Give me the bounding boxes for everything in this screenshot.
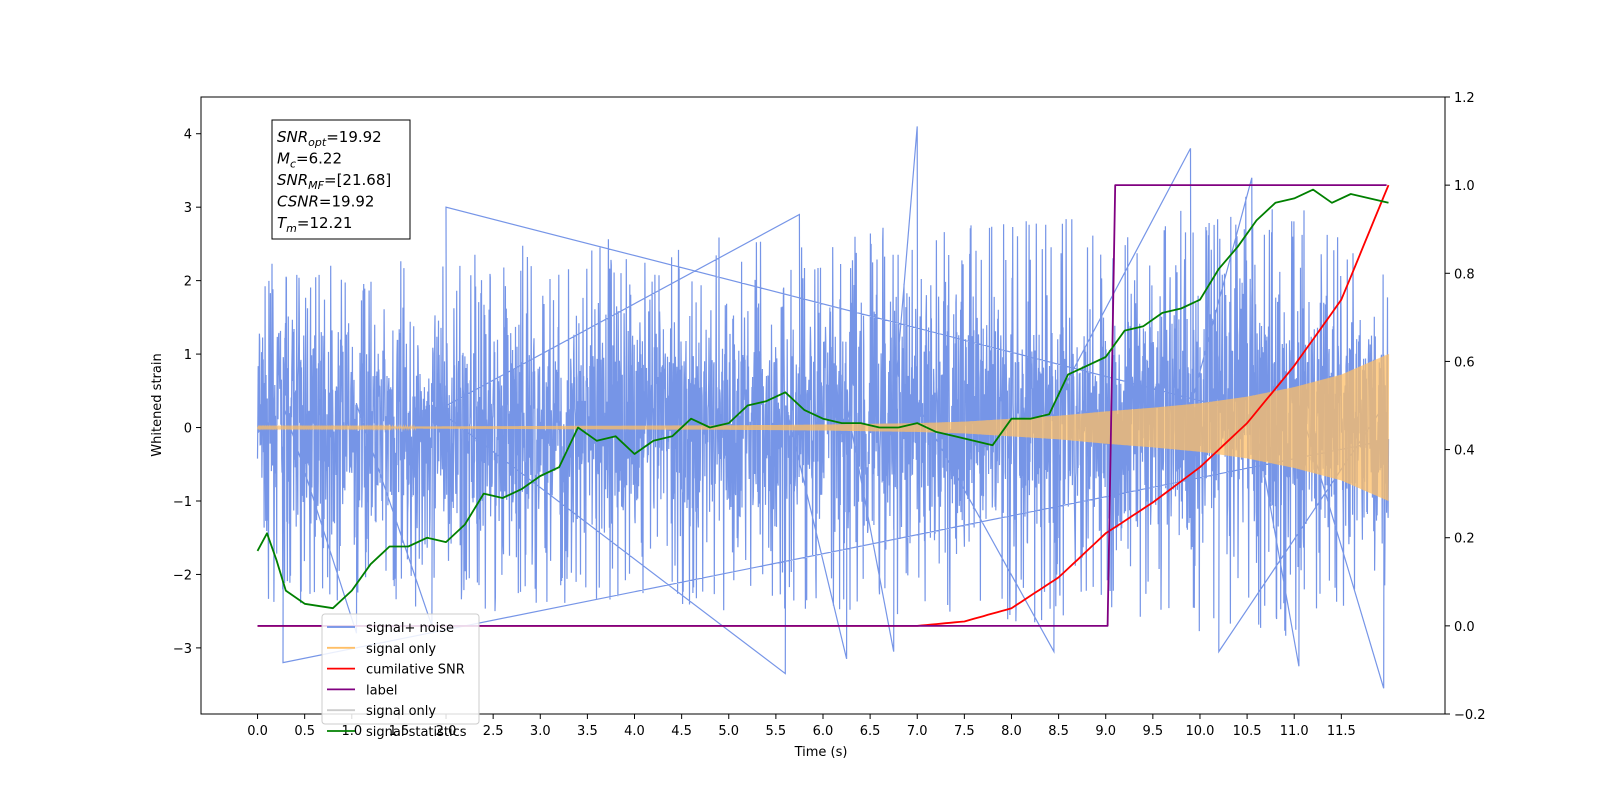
- x-tick-label: 10.5: [1233, 724, 1262, 739]
- series-layer: [256, 126, 1390, 689]
- annotation-line: SNRMF=[21.68]: [277, 171, 391, 192]
- legend-frame: [321, 613, 480, 725]
- x-tick-label: 2.0: [436, 724, 457, 739]
- x-tick-label: 9.5: [1143, 724, 1164, 739]
- annotation-line: CSNR=19.92: [277, 193, 374, 211]
- y2-tick-label: 1.0: [1454, 179, 1475, 194]
- y-tick-label: −2: [173, 568, 192, 583]
- y-axis-label: Whitened strain: [150, 353, 165, 456]
- x-tick-label: 0.0: [247, 724, 268, 739]
- legend: signal+ noise signal only cumilative SNR la…: [321, 613, 480, 740]
- x-tick-label: 5.0: [718, 724, 739, 739]
- x-tick-label: 2.5: [483, 724, 504, 739]
- annotation-line: SNRopt=19.92: [277, 128, 382, 149]
- x-tick-label: 9.0: [1095, 724, 1116, 739]
- x-tick-label: 7.0: [907, 724, 928, 739]
- x-tick-label: 11.5: [1327, 724, 1356, 739]
- annotation-frame: [271, 119, 411, 240]
- y-tick-label: 0: [184, 422, 192, 437]
- y-tick-label: −3: [173, 642, 192, 657]
- y2-tick-label: 1.2: [1454, 91, 1475, 106]
- legend-entry: signal only: [366, 642, 436, 657]
- series-signal-noise: [256, 126, 1390, 689]
- annotation-line: Tm=12.21: [277, 214, 352, 235]
- x-tick-label: 6.0: [813, 724, 834, 739]
- y-tick-label: 3: [184, 201, 192, 216]
- x-tick-label: 10.0: [1185, 724, 1214, 739]
- x-tick-label: 3.5: [577, 724, 598, 739]
- legend-entry: signal+ noise: [366, 621, 454, 636]
- x-tick-label: 0.5: [294, 724, 315, 739]
- annotation-line: Mc=6.22: [277, 150, 342, 171]
- x-tick-label: 4.0: [624, 724, 645, 739]
- x-axis-label: Time (s): [794, 745, 848, 760]
- legend-entry: signal statistics: [366, 725, 467, 740]
- y2-tick-label: 0.2: [1454, 532, 1475, 547]
- x-tick-label: 8.0: [1001, 724, 1022, 739]
- x-tick-label: 1.5: [389, 724, 410, 739]
- y2-tick-label: 0.6: [1454, 355, 1475, 370]
- x-tick-label: 11.0: [1280, 724, 1309, 739]
- annotation-box: SNRopt=19.92Mc=6.22SNRMF=[21.68]CSNR=19.…: [271, 119, 411, 240]
- x-tick-label: 5.5: [766, 724, 787, 739]
- y2-tick-label: 0.8: [1454, 267, 1475, 282]
- legend-entry: label: [366, 683, 397, 698]
- y-tick-label: 2: [184, 275, 192, 290]
- x-tick-label: 3.0: [530, 724, 551, 739]
- series-signal-only: [256, 354, 1390, 501]
- y-tick-label: 4: [184, 128, 192, 143]
- series-signal-statistics: [256, 188, 1389, 610]
- ticks-layer: 0.0 0.5 1.0 1.5 2.0 2.5 3.0 3.5 4.0 4.5 5.0 5.5 6.0 6…: [173, 91, 1486, 739]
- legend-entry: cumilative SNR: [366, 663, 465, 678]
- y2-tick-label: 0.4: [1454, 444, 1475, 459]
- x-tick-label: 7.5: [954, 724, 975, 739]
- x-tick-label: 6.5: [860, 724, 881, 739]
- x-tick-label: 4.5: [671, 724, 692, 739]
- y-tick-label: −1: [173, 495, 192, 510]
- legend-entry: signal only: [366, 704, 436, 719]
- y-tick-label: 1: [184, 348, 192, 363]
- y2-tick-label: −0.2: [1454, 708, 1486, 723]
- y2-tick-label: 0.0: [1454, 620, 1475, 635]
- series-label: [257, 184, 1387, 627]
- x-tick-label: 8.5: [1048, 724, 1069, 739]
